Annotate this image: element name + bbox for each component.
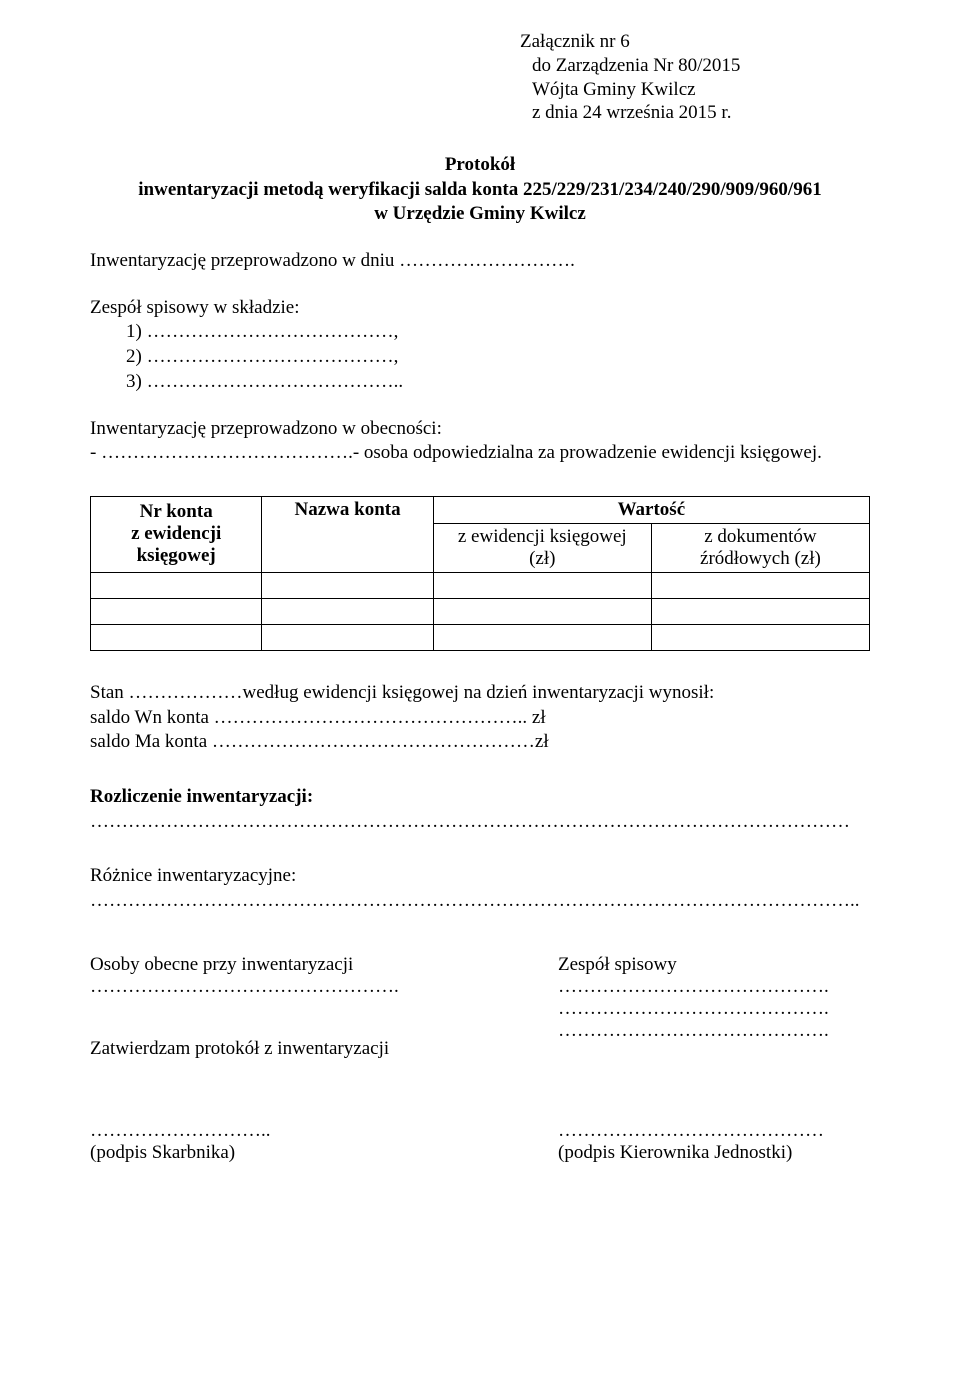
team-item-3: 3) ………………………………….. [90, 370, 870, 395]
osoby-heading: Osoby obecne przy inwentaryzacji [90, 954, 519, 976]
team-item-2: 2) …………………………………, [90, 345, 870, 370]
footer-right-label: (podpis Kierownika Jednostki) [558, 1142, 870, 1164]
cell [262, 572, 433, 598]
attachment-line-2: do Zarządzenia Nr 80/2015 [520, 54, 870, 78]
zespol-dots-1: ……………………………………. [558, 976, 870, 998]
title-line-1: Protokół [90, 153, 870, 178]
attachment-line-1: Załącznik nr 6 [520, 30, 870, 54]
cell [262, 624, 433, 650]
footer-left-label: (podpis Skarbnika) [90, 1142, 402, 1164]
osoby-dots: …………………………………………. [90, 976, 519, 998]
footer-right-dots: …………………………………… [558, 1120, 870, 1142]
attachment-line-4: z dnia 24 września 2015 r. [520, 101, 870, 125]
th-wartosc: Wartość [433, 496, 869, 523]
zatwierdzam-line: Zatwierdzam protokół z inwentaryzacji [90, 1038, 519, 1060]
cell [91, 598, 262, 624]
th-nr-konta: Nr konta z ewidencji księgowej [91, 496, 262, 572]
rozliczenie-block: Rozliczenie inwentaryzacji: ………………………………… [90, 785, 870, 834]
signature-columns: Osoby obecne przy inwentaryzacji …………………… [90, 954, 870, 1060]
stan-line-3: saldo Ma konta ……………………………………………zł [90, 730, 870, 755]
footer-left-dots: ……………………….. [90, 1120, 402, 1142]
table-row [91, 624, 870, 650]
roznice-dots: …………………………………………………………………………………………………………… [90, 889, 870, 914]
footer-right: …………………………………… (podpis Kierownika Jednos… [558, 1120, 870, 1164]
presence-line-2: - ………………………………….- osoba odpowiedzialna z… [90, 441, 870, 466]
attachment-line-3: Wójta Gminy Kwilcz [520, 78, 870, 102]
data-table: Nr konta z ewidencji księgowej Nazwa kon… [90, 496, 870, 651]
cell [651, 572, 869, 598]
th-dokumenty: z dokumentów źródłowych (zł) [651, 523, 869, 572]
rozliczenie-dots: ………………………………………………………………………………………………………… [90, 810, 870, 835]
th-nazwa-konta: Nazwa konta [262, 496, 433, 572]
team-item-1: 1) …………………………………, [90, 320, 870, 345]
cell [651, 624, 869, 650]
table-row [91, 598, 870, 624]
roznice-block: Różnice inwentaryzacyjne: ……………………………………… [90, 864, 870, 913]
roznice-heading: Różnice inwentaryzacyjne: [90, 864, 870, 889]
presence-line-1: Inwentaryzację przeprowadzono w obecnośc… [90, 417, 870, 442]
zespol-heading: Zespół spisowy [558, 954, 870, 976]
cell [262, 598, 433, 624]
page: Załącznik nr 6 do Zarządzenia Nr 80/2015… [0, 0, 960, 1375]
cell [433, 624, 651, 650]
zespol-dots-2: ……………………………………. [558, 998, 870, 1020]
cell [91, 624, 262, 650]
cell [651, 598, 869, 624]
th-ewidencja: z ewidencji księgowej (zł) [433, 523, 651, 572]
footer-left: ……………………….. (podpis Skarbnika) [90, 1120, 402, 1164]
team-block: Zespół spisowy w składzie: 1) …………………………… [90, 296, 870, 395]
conducted-on-line: Inwentaryzację przeprowadzono w dniu ………… [90, 249, 870, 274]
title-line-3: w Urzędzie Gminy Kwilcz [90, 202, 870, 227]
left-sign-col: Osoby obecne przy inwentaryzacji …………………… [90, 954, 519, 1060]
stan-line-2: saldo Wn konta ………………………………………….. zł [90, 706, 870, 731]
stan-line-1: Stan ………………według ewidencji księgowej na… [90, 681, 870, 706]
cell [433, 572, 651, 598]
title-block: Protokół inwentaryzacji metodą weryfikac… [90, 153, 870, 227]
stan-block: Stan ………………według ewidencji księgowej na… [90, 681, 870, 755]
title-line-2: inwentaryzacji metodą weryfikacji salda … [90, 178, 870, 203]
presence-block: Inwentaryzację przeprowadzono w obecnośc… [90, 417, 870, 466]
table-row [91, 572, 870, 598]
cell [433, 598, 651, 624]
footer-sign-row: ……………………….. (podpis Skarbnika) ………………………… [90, 1120, 870, 1164]
right-sign-col: Zespół spisowy ……………………………………. ………………………… [558, 954, 870, 1060]
team-heading: Zespół spisowy w składzie: [90, 296, 870, 321]
zespol-dots-3: ……………………………………. [558, 1020, 870, 1042]
rozliczenie-heading: Rozliczenie inwentaryzacji: [90, 785, 870, 810]
cell [91, 572, 262, 598]
attachment-block: Załącznik nr 6 do Zarządzenia Nr 80/2015… [520, 30, 870, 125]
